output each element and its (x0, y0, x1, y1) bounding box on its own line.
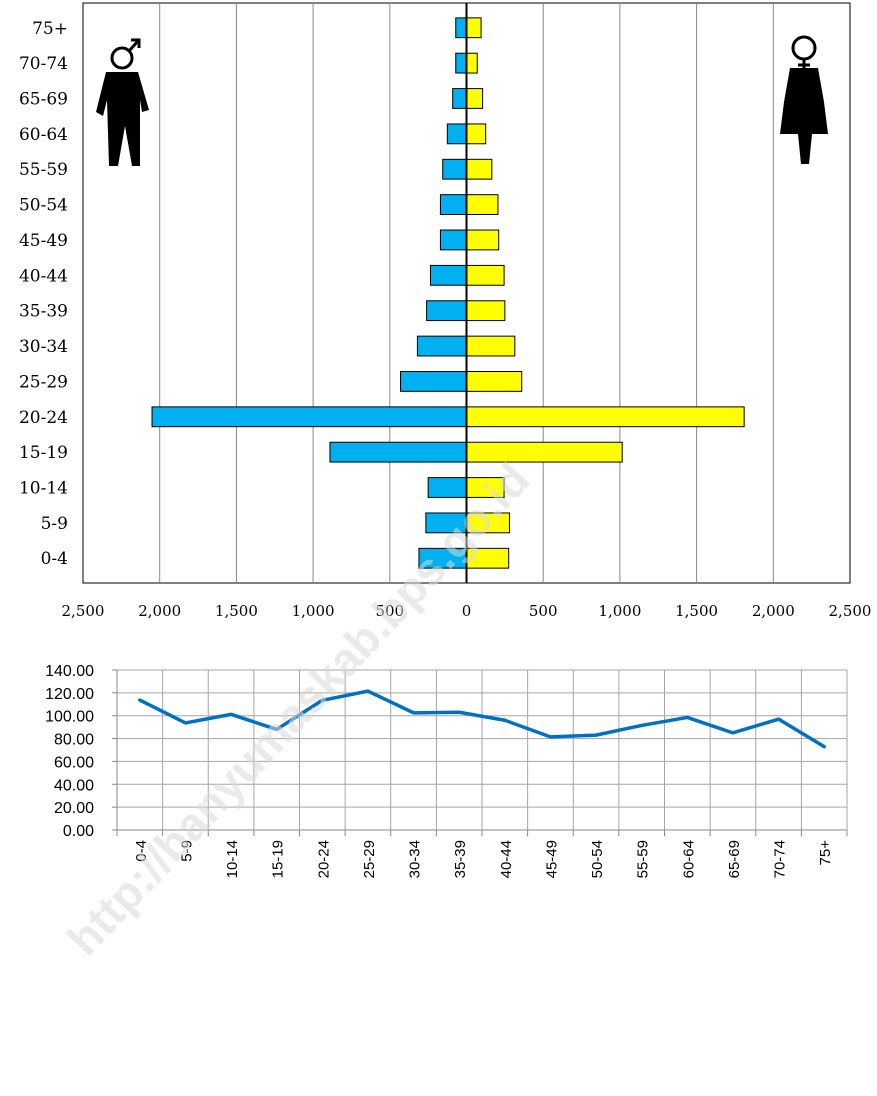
age-group-label: 60-64 (19, 125, 68, 145)
pyramid-bars (151, 3, 745, 583)
line-chart-y-tick-label: 60.00 (54, 754, 94, 771)
male-bar (400, 371, 467, 392)
line-chart-y-tick-label: 100.00 (45, 709, 94, 726)
age-group-label: 65-69 (19, 89, 68, 109)
pyramid-x-tick-label: 1,500 (215, 602, 258, 620)
line-chart-x-tick-label: 10-14 (224, 840, 241, 878)
line-chart-y-tick-label: 0.00 (63, 823, 94, 840)
line-chart-y-tick-label: 120.00 (45, 686, 94, 703)
pyramid-x-tick-label: 2,500 (62, 602, 105, 620)
line-chart-x-tick-label: 65-69 (726, 840, 743, 878)
line-chart-x-tick-label: 60-64 (680, 840, 697, 878)
line-chart-series (138, 689, 826, 749)
male-bar (455, 52, 467, 74)
age-group-label: 30-34 (19, 337, 68, 357)
line-chart-x-tick-label: 20-24 (315, 840, 332, 878)
male-bar (439, 229, 467, 251)
male-bar (426, 300, 467, 322)
line-chart-x-tick-label: 0-4 (133, 840, 150, 862)
age-group-label: 55-59 (19, 160, 68, 180)
male-bar (439, 194, 467, 215)
female-figure-icon (780, 35, 828, 164)
male-bar (151, 406, 467, 428)
ratio-line-chart: 0.00 20.00 40.00 60.00 80.00 100.00 120.00 140.… (45, 663, 848, 879)
pyramid-x-tick-label: 2,000 (138, 602, 181, 620)
male-bar (429, 264, 467, 286)
pyramid-age-labels: 0-4 5-9 10-14 15-19 20-24 25-29 30-34 35-39 40-4… (19, 19, 68, 569)
pyramid-x-tick-label: 1,500 (675, 602, 718, 620)
age-group-label: 15-19 (19, 443, 68, 463)
pyramid-x-tick-label: 2,000 (752, 602, 795, 620)
female-bar (466, 88, 484, 109)
line-chart-x-tick-label: 30-34 (407, 840, 424, 878)
female-bar (466, 406, 745, 428)
age-group-label: 40-44 (19, 266, 68, 286)
line-chart-x-tick-label: 15-19 (270, 840, 287, 878)
line-chart-x-tick-labels: 0-4 5-9 10-14 15-19 20-24 25-29 30-34 35-39 40-4… (133, 840, 834, 879)
pyramid-x-tick-label: 500 (375, 602, 404, 620)
pyramid-gridlines (159, 3, 774, 583)
male-bar (442, 158, 467, 180)
female-bar (466, 52, 478, 74)
ratio-series-line (138, 689, 826, 749)
line-chart-x-tick-label: 70-74 (772, 840, 789, 878)
female-bar (466, 123, 487, 145)
line-chart-y-tick-labels: 0.00 20.00 40.00 60.00 80.00 100.00 120.00 140.… (45, 663, 94, 840)
pyramid-x-tick-label: 1,000 (598, 602, 641, 620)
pyramid-x-tick-label: 0 (462, 602, 472, 620)
age-group-label: 20-24 (19, 408, 68, 428)
line-chart-gridlines (112, 669, 848, 836)
male-bar (427, 477, 467, 498)
age-group-label: 70-74 (19, 54, 68, 74)
female-bar (466, 264, 505, 286)
male-bar (455, 17, 467, 39)
female-bar (466, 371, 523, 392)
line-chart-x-tick-label: 75+ (817, 840, 834, 866)
male-bar (329, 441, 467, 463)
age-group-label: 35-39 (19, 302, 68, 322)
line-chart-x-tick-label: 45-49 (543, 840, 560, 878)
age-group-label: 0-4 (41, 549, 68, 569)
line-chart-x-tick-label: 35-39 (452, 840, 469, 878)
female-bar (466, 158, 493, 180)
line-chart-x-tick-label: 55-59 (635, 840, 652, 878)
line-chart-y-tick-label: 40.00 (54, 777, 94, 794)
female-bar (466, 229, 500, 251)
age-group-label: 75+ (32, 19, 68, 39)
pyramid-x-tick-label: 1,000 (292, 602, 335, 620)
line-chart-y-tick-label: 80.00 (54, 732, 94, 749)
line-chart-y-tick-label: 140.00 (45, 663, 94, 680)
population-pyramid-chart: 0-4 5-9 10-14 15-19 20-24 25-29 30-34 35-39 40-4… (19, 2, 872, 620)
pyramid-x-tick-labels: 2,500 2,000 1,500 1,000 500 0 500 1,000 1,500 2,0… (62, 602, 872, 620)
male-figure-icon (96, 38, 149, 166)
age-group-label: 50-54 (19, 196, 68, 216)
male-bar (452, 88, 467, 109)
male-bar (446, 123, 468, 145)
age-group-label: 25-29 (19, 372, 68, 392)
line-chart-x-tick-label: 5-9 (178, 840, 195, 862)
age-group-label: 5-9 (41, 514, 68, 534)
age-group-label: 45-49 (19, 231, 68, 251)
line-chart-y-tick-label: 20.00 (54, 800, 94, 817)
pyramid-x-tick-label: 2,500 (829, 602, 872, 620)
age-group-label: 10-14 (19, 479, 68, 499)
female-bar (466, 17, 482, 39)
line-chart-x-tick-label: 40-44 (498, 840, 515, 878)
male-bar (416, 335, 467, 357)
line-chart-x-tick-label: 25-29 (361, 840, 378, 878)
female-bar (466, 194, 499, 215)
female-bar (466, 300, 506, 322)
female-bar (466, 441, 623, 463)
female-bar (466, 335, 516, 357)
pyramid-x-tick-label: 500 (529, 602, 558, 620)
line-chart-x-tick-label: 50-54 (589, 840, 606, 878)
